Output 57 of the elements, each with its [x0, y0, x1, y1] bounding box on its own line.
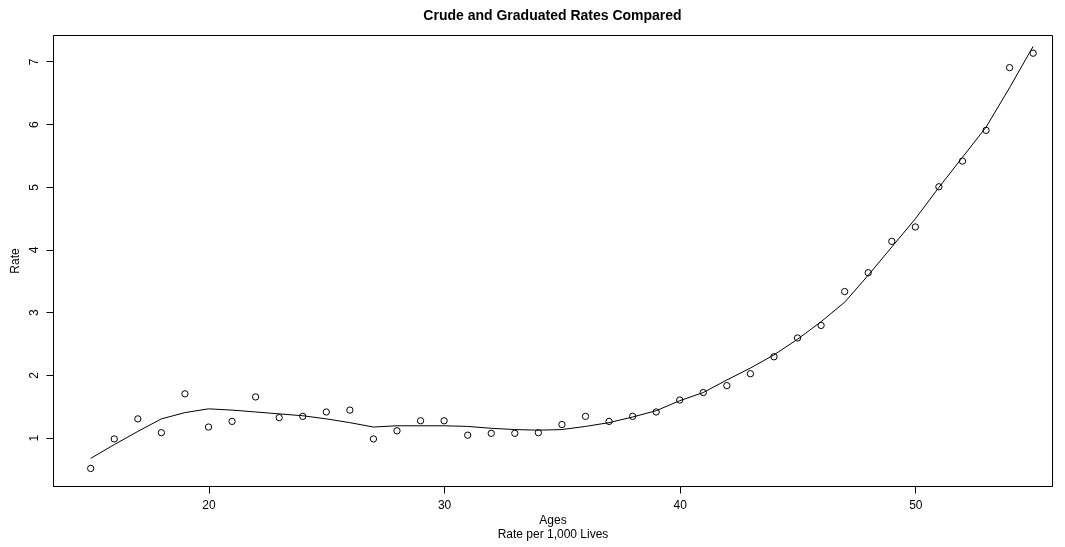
y-tick-label: 1: [26, 434, 41, 442]
point: [676, 396, 684, 404]
y-tick-label: 7: [26, 58, 41, 66]
chart-title: Crude and Graduated Rates Compared: [423, 7, 682, 23]
point: [888, 237, 896, 246]
point: [511, 429, 519, 437]
y-tick-label: 3: [26, 309, 41, 317]
point: [322, 408, 330, 416]
point: [911, 223, 920, 231]
point: [487, 429, 495, 437]
point: [299, 412, 307, 421]
point: [558, 420, 566, 429]
y-axis-title: Rate: [7, 248, 22, 274]
point: [110, 435, 118, 443]
point: [958, 157, 967, 165]
point: [746, 370, 755, 378]
y-tick-label: 5: [26, 183, 41, 191]
y-tick-label: 2: [26, 371, 41, 379]
point: [935, 183, 943, 191]
point: [440, 417, 448, 425]
point: [416, 417, 425, 425]
point: [275, 413, 283, 422]
point: [251, 393, 260, 401]
x-tick-label: 20: [202, 497, 216, 512]
point: [723, 381, 731, 390]
point: [793, 334, 802, 342]
line-series: [90, 45, 1034, 459]
y-tick-label: 6: [26, 120, 41, 128]
point: [464, 431, 472, 439]
point: [699, 388, 707, 397]
point: [157, 429, 166, 437]
x-tick-label: 50: [909, 497, 923, 512]
x-tick-label: 40: [673, 497, 688, 512]
point: [181, 390, 189, 398]
point: [982, 126, 990, 134]
point: [228, 417, 236, 426]
point: [581, 412, 590, 421]
y-tick-label: 4: [26, 246, 41, 254]
point: [134, 415, 142, 423]
point: [770, 353, 778, 361]
point: [628, 412, 637, 421]
point: [1029, 49, 1037, 57]
point: [393, 427, 401, 435]
point: [534, 429, 543, 437]
x-axis-title: Ages: [539, 512, 567, 527]
point: [817, 321, 825, 330]
point: [204, 423, 213, 431]
point: [652, 408, 660, 416]
x-tick-label: 30: [437, 497, 452, 512]
point: [864, 269, 872, 277]
point: [841, 287, 849, 296]
point: [1005, 63, 1014, 72]
point: [369, 435, 378, 443]
point: [87, 464, 95, 473]
text: Rate per 1,000 Lives: [497, 526, 609, 541]
point: [346, 406, 354, 414]
point: [605, 417, 613, 426]
